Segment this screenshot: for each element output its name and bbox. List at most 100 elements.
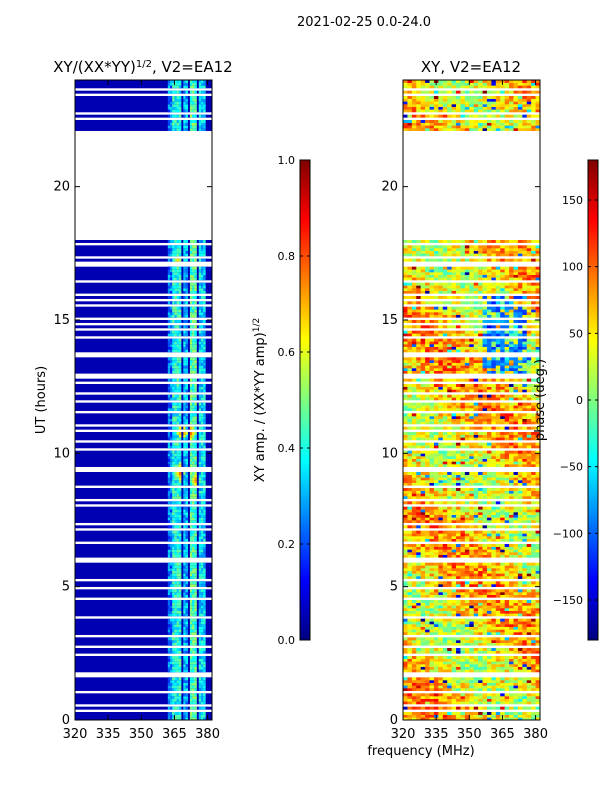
phase-cell bbox=[469, 592, 475, 595]
phase-cell bbox=[469, 461, 475, 465]
phase-cell bbox=[531, 480, 536, 483]
phase-cell bbox=[411, 464, 417, 467]
amplitude-background-row bbox=[75, 693, 212, 697]
phase-cell bbox=[456, 682, 461, 686]
amplitude-cell bbox=[198, 698, 202, 702]
amplitude-cell bbox=[192, 109, 195, 113]
phase-cell bbox=[513, 682, 519, 686]
phase-cell bbox=[491, 520, 497, 523]
amplitude-cell bbox=[167, 301, 171, 305]
phase-cell bbox=[416, 565, 421, 569]
phase-cell bbox=[407, 600, 413, 603]
phase-cell bbox=[411, 589, 417, 593]
amplitude-cell bbox=[170, 426, 173, 430]
phase-cell bbox=[411, 509, 417, 513]
amplitude-cell bbox=[176, 333, 180, 337]
amplitude-cell bbox=[176, 496, 180, 499]
amplitude-cell bbox=[203, 272, 206, 275]
phase-cell bbox=[500, 610, 505, 614]
amplitude-cell bbox=[185, 330, 188, 334]
amplitude-cell bbox=[183, 338, 186, 342]
amplitude-cell bbox=[178, 712, 182, 715]
phase-cell bbox=[438, 533, 444, 537]
phase-cell bbox=[429, 506, 435, 510]
amplitude-cell bbox=[172, 312, 175, 315]
phase-cell bbox=[482, 525, 488, 529]
phase-cell bbox=[469, 549, 475, 553]
amplitude-background-row bbox=[75, 330, 212, 334]
amplitude-cell bbox=[200, 512, 204, 515]
amplitude-cell bbox=[198, 285, 202, 289]
amplitude-cell bbox=[194, 320, 197, 323]
phase-cell bbox=[416, 477, 421, 481]
amplitude-cell bbox=[172, 464, 175, 467]
phase-cell bbox=[442, 520, 448, 523]
phase-cell bbox=[460, 650, 466, 654]
phase-cell bbox=[495, 517, 501, 521]
amplitude-cell bbox=[192, 416, 195, 419]
amplitude-cell bbox=[203, 250, 206, 254]
phase-cell bbox=[535, 488, 540, 491]
phase-cell bbox=[504, 621, 510, 625]
phase-cell bbox=[425, 546, 430, 550]
phase-cell bbox=[473, 562, 479, 566]
amplitude-cell bbox=[192, 682, 195, 686]
phase-cell bbox=[517, 565, 523, 569]
amplitude-cell bbox=[170, 106, 173, 110]
amplitude-cell bbox=[200, 474, 204, 478]
phase-cell bbox=[486, 685, 492, 689]
amplitude-cell bbox=[185, 626, 188, 630]
phase-cell bbox=[447, 530, 452, 534]
phase-cell bbox=[460, 696, 466, 699]
phase-cell bbox=[491, 418, 497, 422]
phase-cell bbox=[429, 434, 435, 438]
phase-cell bbox=[464, 624, 470, 627]
phase-cell bbox=[535, 546, 540, 550]
phase-cell bbox=[526, 538, 532, 542]
phase-cell bbox=[513, 693, 519, 697]
amplitude-cell bbox=[198, 648, 202, 651]
phase-cell bbox=[517, 626, 523, 630]
amplitude-cell bbox=[183, 250, 186, 254]
amplitude-cell bbox=[170, 698, 173, 702]
phase-cell bbox=[407, 608, 413, 611]
amplitude-cell bbox=[176, 613, 180, 617]
phase-cell bbox=[495, 506, 501, 510]
phase-cell bbox=[478, 562, 483, 566]
phase-cell bbox=[509, 656, 514, 659]
phase-cell bbox=[464, 477, 470, 481]
amplitude-cell bbox=[176, 488, 180, 491]
phase-cell bbox=[469, 570, 475, 574]
phase-cell bbox=[504, 501, 510, 505]
phase-cell bbox=[460, 514, 466, 518]
phase-cell bbox=[522, 562, 528, 566]
amplitude-cell bbox=[185, 584, 188, 587]
amplitude-cell bbox=[203, 434, 206, 438]
amplitude-background-row bbox=[75, 434, 212, 438]
phase-cell bbox=[517, 650, 523, 654]
amplitude-cell bbox=[192, 602, 195, 606]
amplitude-cell bbox=[198, 408, 202, 411]
phase-cell bbox=[433, 584, 439, 587]
amplitude-cell bbox=[183, 624, 186, 627]
phase-cell bbox=[460, 496, 466, 499]
amplitude-cell bbox=[192, 456, 195, 459]
amplitude-cell bbox=[178, 696, 182, 699]
amplitude-cell bbox=[183, 717, 186, 720]
amplitude-cell bbox=[170, 269, 173, 273]
phase-cell bbox=[411, 546, 417, 550]
phase-cell bbox=[433, 490, 439, 494]
phase-cell bbox=[447, 488, 452, 491]
amplitude-background-row bbox=[75, 482, 212, 486]
amplitude-cell bbox=[170, 248, 173, 251]
amplitude-cell bbox=[176, 341, 180, 345]
phase-cell bbox=[535, 514, 540, 518]
amplitude-cell bbox=[185, 384, 188, 387]
phase-cell bbox=[517, 640, 523, 643]
phase-cell bbox=[464, 581, 470, 585]
phase-cell bbox=[522, 437, 528, 441]
amplitude-cell bbox=[198, 565, 202, 569]
phase-cell bbox=[403, 698, 408, 702]
phase-cell bbox=[411, 706, 417, 710]
